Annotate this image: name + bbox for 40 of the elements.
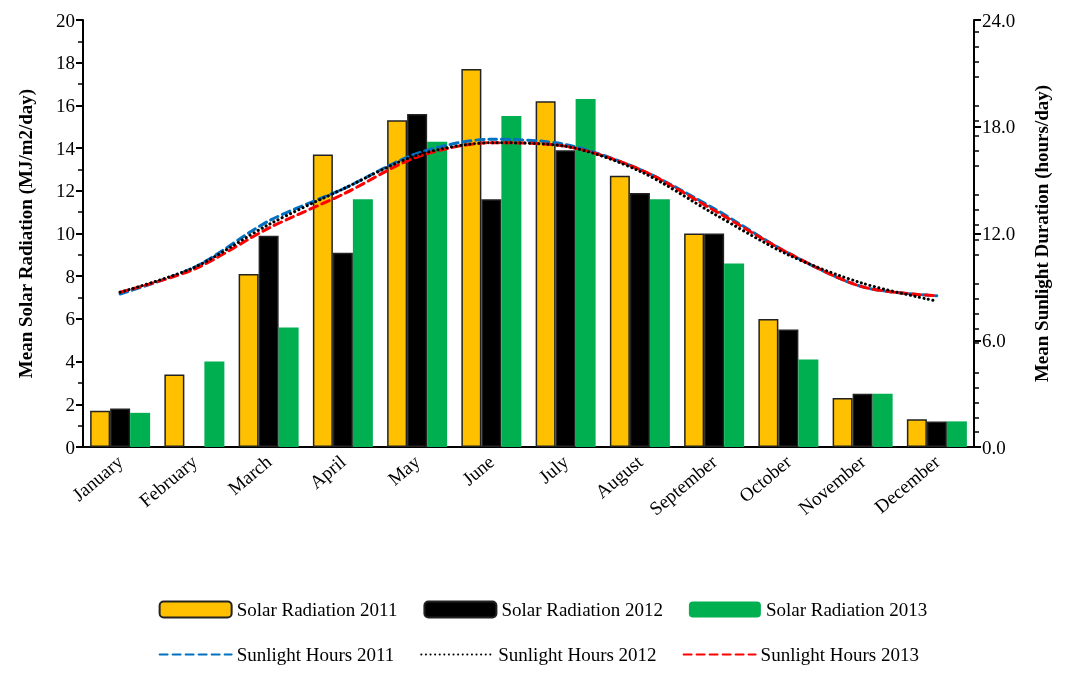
y-tick-label: 14: [56, 137, 76, 159]
bar: [352, 199, 373, 447]
y-tick-label: 12: [56, 180, 75, 202]
y-tick-label: 18: [56, 52, 75, 74]
bar: [278, 327, 299, 447]
y-tick-label: 8: [65, 265, 75, 287]
y-axis-title: Mean Solar Radiation (MJ/m2/day): [15, 88, 37, 379]
bar: [724, 263, 745, 447]
legend-label: Sunlight Hours 2013: [760, 644, 919, 665]
legend-label: Sunlight Hours 2012: [498, 644, 657, 665]
legend-label: Solar Radiation 2013: [765, 599, 928, 620]
y2-tick-label: 18.0: [982, 116, 1016, 138]
bar: [164, 374, 185, 447]
bar: [575, 99, 596, 447]
x-tick-label: June: [457, 450, 499, 490]
bar: [130, 412, 151, 447]
bar: [798, 359, 819, 447]
y2-tick-label: 0.0: [982, 436, 1006, 458]
bar: [204, 361, 225, 447]
y-tick-label: 0: [65, 436, 75, 458]
y-tick-label: 2: [65, 393, 75, 415]
bar: [427, 141, 448, 447]
y-tick-label: 16: [56, 94, 75, 116]
legend-label: Solar Radiation 2012: [501, 599, 663, 620]
y-tick-label: 20: [56, 9, 75, 31]
bar: [946, 421, 967, 447]
bar: [501, 116, 522, 447]
y2-tick-label: 24.0: [982, 9, 1016, 31]
y-tick-label: 10: [56, 223, 75, 244]
x-tick-label: May: [383, 450, 425, 490]
y2-axis-title: Mean Sunlight Duration (hours/day): [1031, 84, 1053, 383]
y-tick-label: 4: [65, 351, 76, 373]
legend-label: Solar Radiation 2011: [236, 599, 398, 620]
bar: [649, 199, 670, 447]
legend-label: Sunlight Hours 2011: [236, 644, 395, 665]
x-tick-label: July: [534, 450, 573, 488]
y2-tick-label: 12.0: [982, 223, 1016, 244]
y2-tick-label: 6.0: [982, 329, 1006, 351]
y-tick-label: 6: [65, 308, 75, 330]
bar: [872, 393, 893, 447]
